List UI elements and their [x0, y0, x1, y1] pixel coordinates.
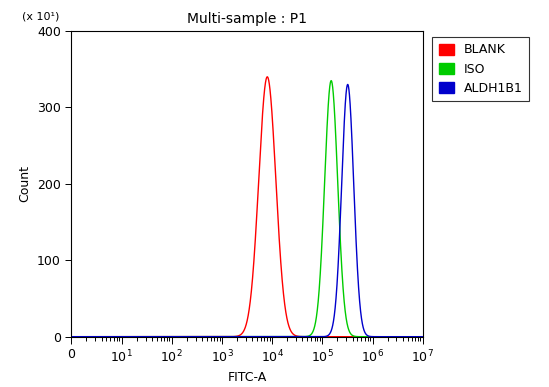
Text: (x 10¹): (x 10¹) [22, 12, 59, 22]
X-axis label: FITC-A: FITC-A [227, 371, 267, 384]
Title: Multi-sample : P1: Multi-sample : P1 [187, 12, 307, 26]
Legend: BLANK, ISO, ALDH1B1: BLANK, ISO, ALDH1B1 [433, 37, 529, 101]
Y-axis label: Count: Count [19, 165, 31, 202]
